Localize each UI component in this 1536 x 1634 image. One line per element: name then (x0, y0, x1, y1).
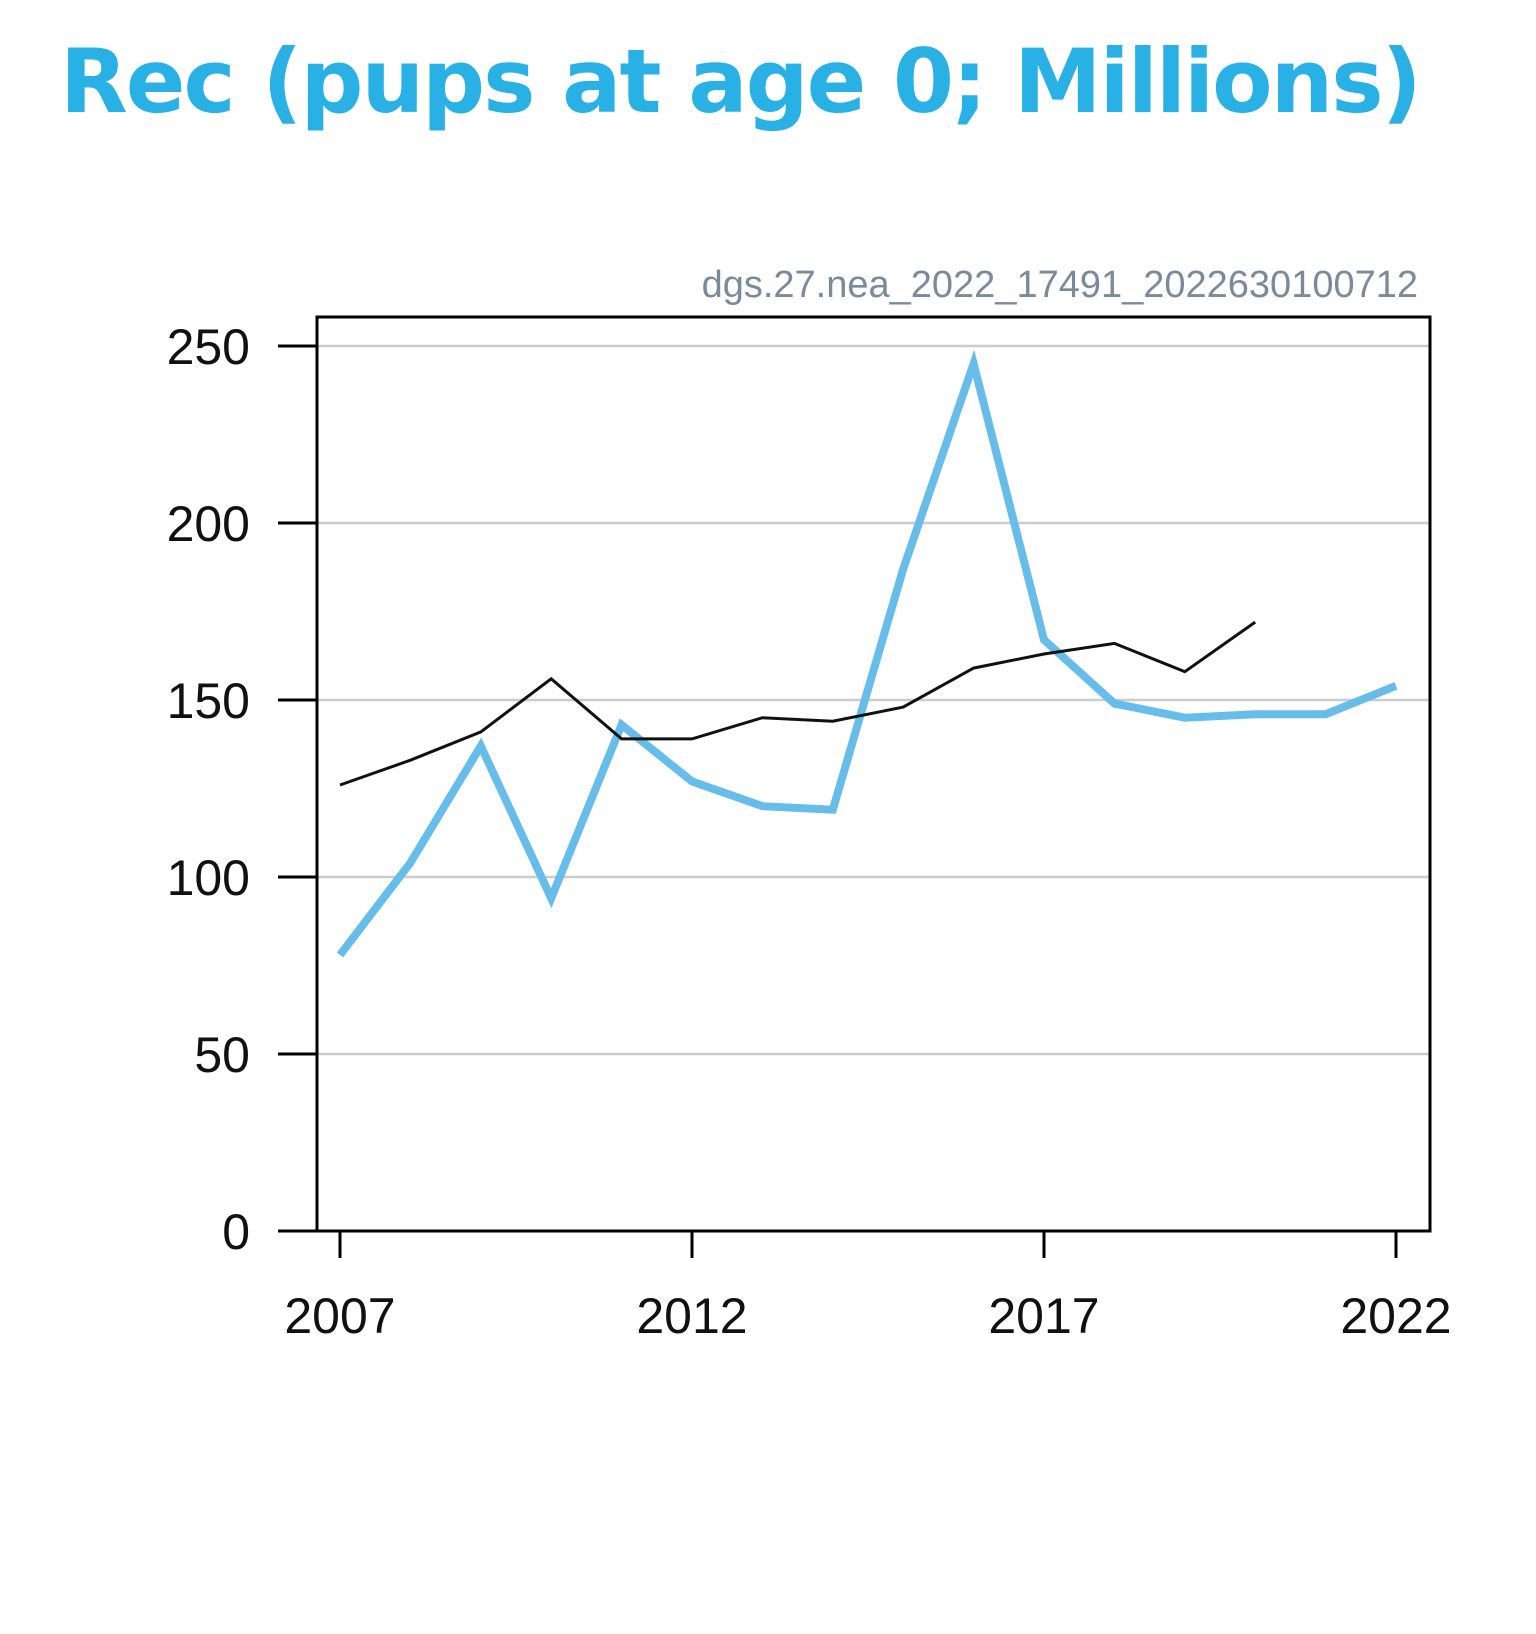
chart-caption: dgs.27.nea_2022_17491_2022630100712 (702, 264, 1418, 306)
x-tick-label-3: 2022 (1340, 1288, 1451, 1344)
series-line-1 (339, 620, 1257, 787)
y-tick-label-5: 250 (167, 319, 250, 375)
y-tick-label-1: 50 (194, 1027, 250, 1083)
y-tick-label-4: 200 (167, 496, 250, 552)
x-tick-label-1: 2012 (636, 1288, 747, 1344)
plot-frame (315, 315, 1432, 1233)
y-tick-label-0: 0 (222, 1204, 250, 1260)
series-lines (336, 349, 1398, 958)
x-tick-label-2: 2017 (988, 1288, 1099, 1344)
x-tick-label-0: 2007 (284, 1288, 395, 1344)
series-line-0 (336, 349, 1398, 958)
axes: 0 50 100 150 200 250 2007 2012 2017 2022 (167, 319, 1452, 1344)
y-tick-label-2: 100 (167, 850, 250, 906)
y-tick-label-3: 150 (167, 673, 250, 729)
gridlines (317, 344, 1430, 1056)
chart-title: Rec (pups at age 0; Millions) (60, 30, 1422, 133)
